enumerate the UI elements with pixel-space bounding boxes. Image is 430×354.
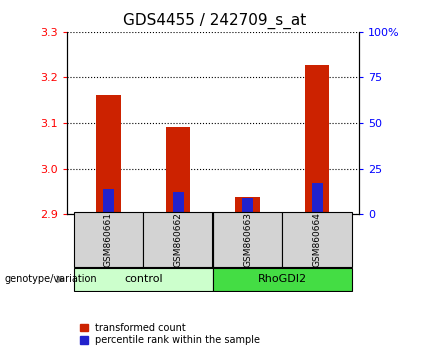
FancyBboxPatch shape xyxy=(213,268,352,291)
Legend: transformed count, percentile rank within the sample: transformed count, percentile rank withi… xyxy=(78,321,262,347)
Text: control: control xyxy=(124,274,163,284)
FancyBboxPatch shape xyxy=(283,212,352,267)
Text: GSM860661: GSM860661 xyxy=(104,212,113,267)
FancyBboxPatch shape xyxy=(74,212,143,267)
Text: GSM860662: GSM860662 xyxy=(174,212,183,267)
Bar xyxy=(103,189,114,214)
Bar xyxy=(172,192,184,214)
Text: GDS4455 / 242709_s_at: GDS4455 / 242709_s_at xyxy=(123,12,307,29)
Bar xyxy=(305,65,329,214)
Bar xyxy=(96,95,120,214)
Text: GSM860664: GSM860664 xyxy=(313,212,322,267)
Bar xyxy=(242,198,253,214)
Text: RhoGDI2: RhoGDI2 xyxy=(258,274,307,284)
FancyBboxPatch shape xyxy=(213,212,283,267)
Text: genotype/variation: genotype/variation xyxy=(4,274,97,284)
FancyBboxPatch shape xyxy=(74,268,213,291)
Bar xyxy=(166,127,190,214)
Bar xyxy=(312,183,323,214)
Bar xyxy=(236,197,260,214)
Text: GSM860663: GSM860663 xyxy=(243,212,252,267)
FancyBboxPatch shape xyxy=(143,212,213,267)
